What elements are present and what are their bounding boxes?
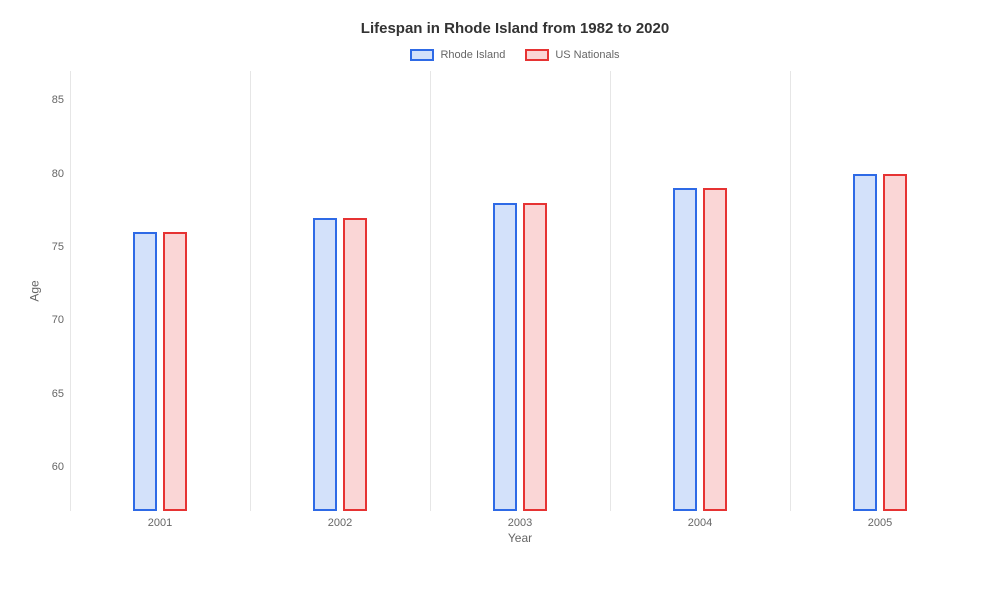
y-tick-label: 60 — [40, 461, 64, 473]
legend-label: US Nationals — [555, 49, 619, 61]
bar — [133, 232, 157, 511]
y-tick-label: 80 — [40, 168, 64, 180]
bar — [703, 188, 727, 511]
bar — [853, 174, 877, 511]
y-tick-label: 65 — [40, 388, 64, 400]
legend-label: Rhode Island — [440, 49, 505, 61]
y-axis-label: Age — [28, 280, 42, 301]
x-tick-label: 2002 — [328, 517, 352, 529]
x-tick-label: 2005 — [868, 517, 892, 529]
bar — [313, 218, 337, 511]
legend-swatch-us-nationals — [525, 49, 549, 61]
bar — [343, 218, 367, 511]
bar — [523, 203, 547, 511]
bar — [883, 174, 907, 511]
legend-item-us-nationals: US Nationals — [525, 49, 619, 61]
chart-container: Lifespan in Rhode Island from 1982 to 20… — [0, 0, 1000, 600]
legend-swatch-rhode-island — [410, 49, 434, 61]
chart-title: Lifespan in Rhode Island from 1982 to 20… — [60, 20, 970, 37]
bar — [493, 203, 517, 511]
bar — [163, 232, 187, 511]
y-tick-label: 75 — [40, 241, 64, 253]
y-tick-label: 70 — [40, 314, 64, 326]
x-tick-label: 2001 — [148, 517, 172, 529]
bar — [673, 188, 697, 511]
legend: Rhode Island US Nationals — [60, 49, 970, 61]
legend-item-rhode-island: Rhode Island — [410, 49, 505, 61]
plot-area: Age Year 6065707580852001200220032004200… — [70, 71, 970, 511]
bars-layer — [70, 71, 970, 511]
y-tick-label: 85 — [40, 94, 64, 106]
x-axis-label: Year — [508, 531, 532, 545]
x-tick-label: 2003 — [508, 517, 532, 529]
x-tick-label: 2004 — [688, 517, 712, 529]
